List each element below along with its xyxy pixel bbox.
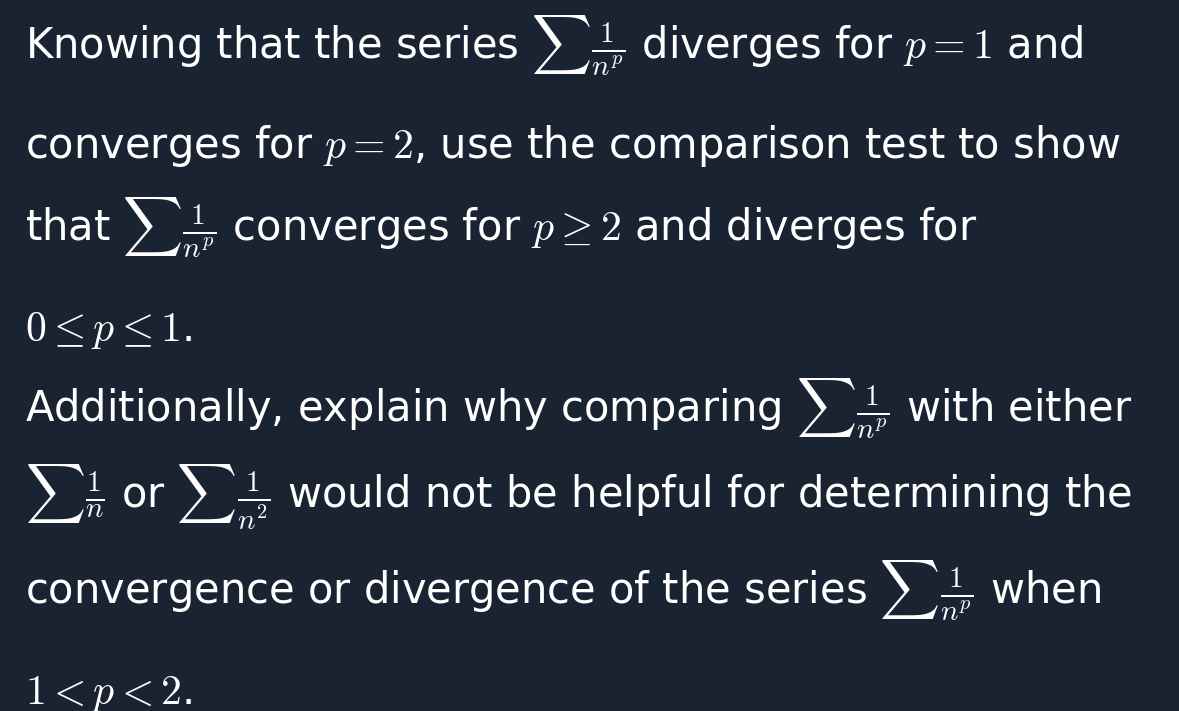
- Text: Additionally, explain why comparing $\sum \frac{1}{n^p}$ with either: Additionally, explain why comparing $\su…: [25, 377, 1133, 442]
- Text: converges for $p = 2$, use the comparison test to show: converges for $p = 2$, use the compariso…: [25, 123, 1121, 169]
- Text: $\sum \frac{1}{n}$ or $\sum \frac{1}{n^2}$ would not be helpful for determining : $\sum \frac{1}{n}$ or $\sum \frac{1}{n^2…: [25, 463, 1133, 533]
- Text: that $\sum \frac{1}{n^p}$ converges for $p \geq 2$ and diverges for: that $\sum \frac{1}{n^p}$ converges for …: [25, 195, 977, 260]
- Text: convergence or divergence of the series $\sum \frac{1}{n^p}$ when: convergence or divergence of the series …: [25, 558, 1101, 623]
- Text: $1 < p < 2$.: $1 < p < 2$.: [25, 672, 192, 711]
- Text: $0 \leq p \leq 1$.: $0 \leq p \leq 1$.: [25, 309, 192, 351]
- Text: Knowing that the series $\sum \frac{1}{n^p}$ diverges for $p = 1$ and: Knowing that the series $\sum \frac{1}{n…: [25, 14, 1084, 78]
